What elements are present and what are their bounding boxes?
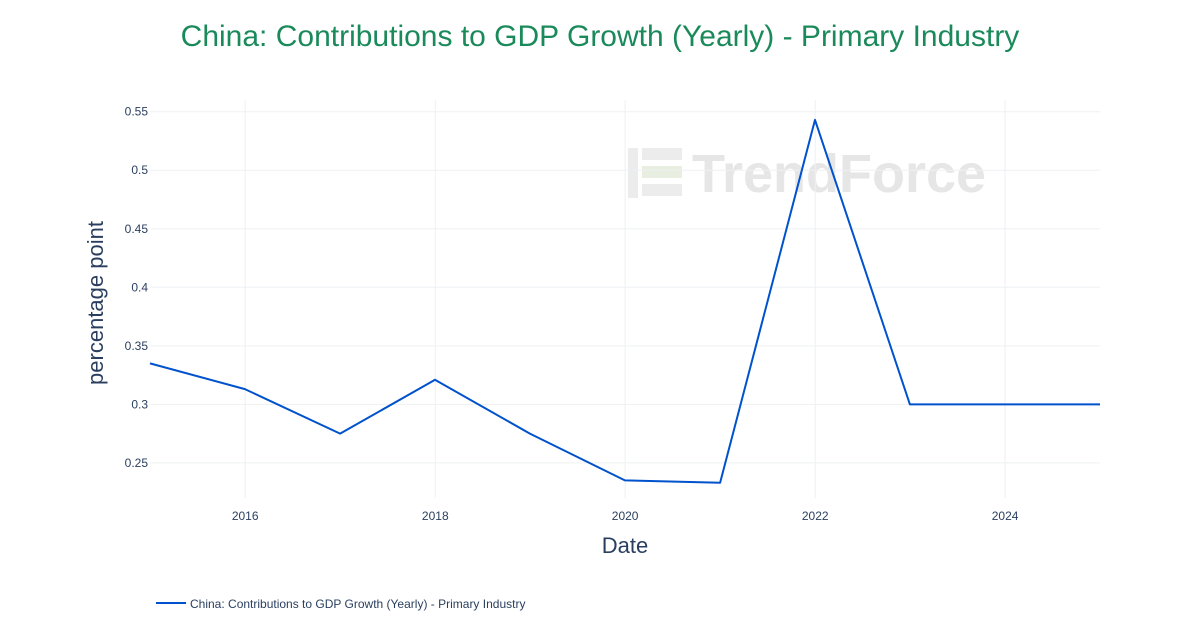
data-point[interactable] [1097,401,1103,407]
data-point[interactable] [527,431,533,437]
data-point[interactable] [432,377,438,383]
data-point[interactable] [1002,401,1008,407]
y-tick-label: 0.5 [131,163,148,177]
series-line[interactable] [149,118,1100,484]
chart-title: China: Contributions to GDP Growth (Year… [180,20,1020,53]
data-point[interactable] [717,480,723,486]
y-tick-label: 0.35 [125,339,149,353]
y-tick-label: 0.45 [125,222,149,236]
y-tick-label: 0.4 [131,280,148,294]
x-tick-label: 2016 [232,509,259,523]
y-tick-label: 0.25 [125,456,149,470]
y-tick-label: 0.55 [125,105,149,119]
data-point[interactable] [242,386,248,392]
data-point[interactable] [812,117,818,123]
data-point[interactable] [622,477,628,483]
y-tick-label: 0.3 [131,397,148,411]
x-tick-label: 2022 [802,509,829,523]
data-point[interactable] [337,431,343,437]
legend-label: China: Contributions to GDP Growth (Year… [190,597,525,611]
data-point[interactable] [147,360,153,366]
x-tick-label: 2020 [612,509,639,523]
legend[interactable]: China: Contributions to GDP Growth (Year… [156,597,525,611]
x-axis-title: Date [602,533,648,558]
x-tick-label: 2024 [992,509,1019,523]
y-axis-title: percentage point [83,221,108,385]
data-point[interactable] [907,401,913,407]
x-tick-label: 2018 [422,509,449,523]
